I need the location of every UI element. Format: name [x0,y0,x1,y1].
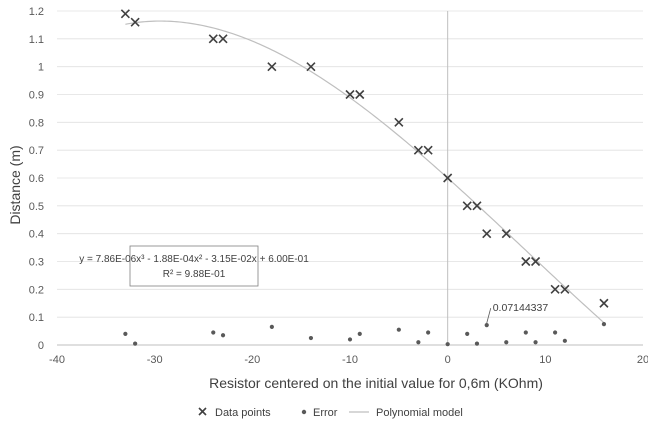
x-marker-icon [198,407,207,416]
error-point [123,331,128,336]
y-tick-label: 0 [38,340,44,352]
data-point-marker [218,34,228,44]
y-tick-label: 1.2 [29,6,44,18]
data-point-marker [472,201,482,211]
legend-item-polynomial-model: Polynomial model [349,407,463,419]
error-point [347,337,353,342]
x-tick-label: -10 [342,354,358,366]
data-point-marker [306,62,316,72]
trendline-r-squared: R² = 9.88E-01 [163,269,226,280]
data-point-marker [560,284,570,294]
error-point [553,330,558,335]
y-tick-label: 0.6 [29,173,44,185]
data-point-marker [521,256,531,267]
legend-item-error: Error [301,407,338,419]
y-tick-label: 0.8 [29,117,44,129]
annotation-label: 0.07144337 [493,302,549,314]
data-point-marker [462,201,472,211]
tick-labels: 0 0.1 0.2 0.3 0.4 0.5 0.6 0.7 0.8 0.9 1 1.1 1.2 -40 -3… [29,6,648,366]
y-tick-label: 1 [38,62,44,74]
error-point [445,342,450,347]
error-point [533,340,538,345]
error-point [562,338,567,343]
equation-box [129,245,259,287]
annotation-leader-line [486,308,492,324]
data-point-marker [482,229,492,239]
trendline-equation: y = 7.86E-06x³ - 1.88E-04x² - 3.15E-02x … [79,254,309,265]
data-point-marker [413,145,423,155]
data-point-marker [599,298,609,308]
data-point-marker [345,89,355,100]
error-series [123,322,607,347]
error-point [465,331,470,336]
x-tick-label: -40 [49,354,65,366]
error-point [357,331,362,336]
legend-label-data-points: Data points [215,407,271,419]
data-point-marker [531,256,541,267]
error-point [211,330,216,335]
error-point [504,340,509,345]
annotation: 0.07144337 [486,302,549,324]
data-point-marker [550,284,560,294]
polynomial-curve-group [125,20,605,324]
trendline-label-box: y = 7.86E-06x³ - 1.88E-04x² - 3.15E-02x … [79,245,309,287]
error-point [220,333,226,338]
error-point [484,323,489,328]
error-point [396,327,401,332]
y-tick-label: 0.4 [29,229,44,241]
x-tick-label: -20 [244,354,260,366]
polynomial-model-line [125,20,605,324]
x-tick-label: 0 [445,354,451,366]
data-point-marker [120,9,130,19]
x-axis-title: Resistor centered on the initial value f… [209,375,543,391]
error-point [416,340,421,345]
error-point [601,322,607,327]
y-tick-label: 0.2 [29,284,44,296]
error-point [474,341,480,346]
data-point-marker [208,34,218,44]
error-point [523,330,528,335]
y-tick-label: 1.1 [29,34,44,46]
data-point-marker [267,62,277,72]
y-tick-label: 0.1 [29,312,44,324]
error-point [308,335,314,341]
data-point-marker [501,229,511,239]
legend: Data points Error Polynomial model [198,407,463,419]
y-tick-label: 0.7 [29,145,44,157]
data-points-series [120,9,609,308]
y-tick-label: 0.9 [29,90,44,102]
data-point-marker [423,145,433,155]
x-tick-label: 20 [637,354,648,366]
data-point-marker [443,173,453,183]
y-tick-label: 0.5 [29,201,44,213]
error-point [426,330,431,335]
dot-marker-icon [301,409,307,415]
error-point [133,341,138,346]
legend-item-data-points: Data points [198,407,271,419]
data-point-marker [355,89,365,100]
y-axis-title: Distance (m) [7,145,23,224]
data-point-marker [130,17,140,27]
y-tick-label: 0.3 [29,257,44,269]
error-point [269,324,274,330]
x-tick-label: 10 [539,354,551,366]
x-tick-label: -30 [147,354,163,366]
legend-label-error: Error [313,407,338,419]
data-point-marker [394,117,404,127]
legend-label-polynomial-model: Polynomial model [376,407,463,419]
